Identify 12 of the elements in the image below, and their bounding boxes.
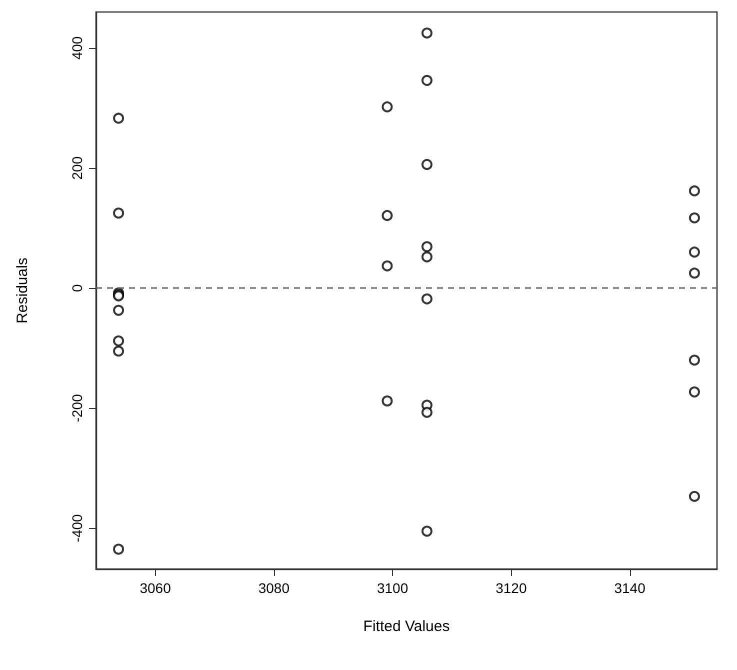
x-tick-label: 3120	[496, 580, 527, 596]
y-tick-label: 400	[69, 36, 85, 60]
y-tick-label: 0	[69, 284, 85, 292]
y-tick-label: -200	[69, 394, 85, 422]
y-axis-title: Residuals	[14, 258, 31, 324]
y-tick-label: 200	[69, 156, 85, 180]
x-tick-label: 3080	[258, 580, 290, 596]
y-tick-label: -400	[69, 514, 85, 542]
x-axis-title: Fitted Values	[363, 618, 450, 635]
x-tick-label: 3100	[376, 580, 408, 596]
x-tick-label: 3140	[614, 580, 646, 596]
x-tick-label: 3060	[140, 580, 172, 596]
